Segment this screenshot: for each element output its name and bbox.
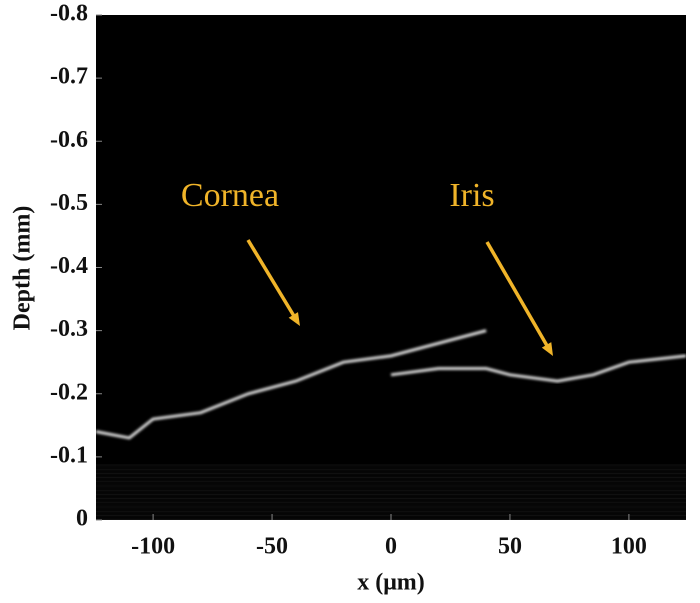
annotation: Iris — [449, 177, 494, 214]
x-tick-label: 50 — [498, 534, 522, 560]
y-tick-label: 0 — [76, 506, 88, 532]
x-tick-label: 0 — [385, 534, 397, 560]
reflection-layer — [390, 354, 687, 383]
x-tick-label: -50 — [256, 534, 288, 560]
plot-area — [96, 15, 686, 520]
x-tick-label: 100 — [611, 534, 647, 560]
reflection-layer — [95, 329, 487, 440]
y-tick-label: -0.2 — [50, 379, 88, 405]
y-tick-label: -0.4 — [50, 253, 88, 279]
x-tick-label: -100 — [131, 534, 175, 560]
arrow-head — [288, 312, 300, 326]
arrow-shaft — [246, 239, 298, 321]
y-tick-label: -0.3 — [50, 316, 88, 342]
x-axis-label: x (μm) — [357, 570, 425, 596]
y-tick-label: -0.7 — [50, 64, 88, 90]
arrow-head — [541, 342, 553, 356]
y-tick-label: -0.5 — [50, 190, 88, 216]
y-tick-label: -0.8 — [50, 1, 88, 27]
y-tick-label: -0.6 — [50, 127, 88, 153]
annotation: Cornea — [181, 177, 279, 214]
arrow-shaft — [485, 241, 551, 350]
y-axis-label: Depth (mm) — [10, 206, 36, 331]
y-tick-label: -0.1 — [50, 442, 88, 468]
